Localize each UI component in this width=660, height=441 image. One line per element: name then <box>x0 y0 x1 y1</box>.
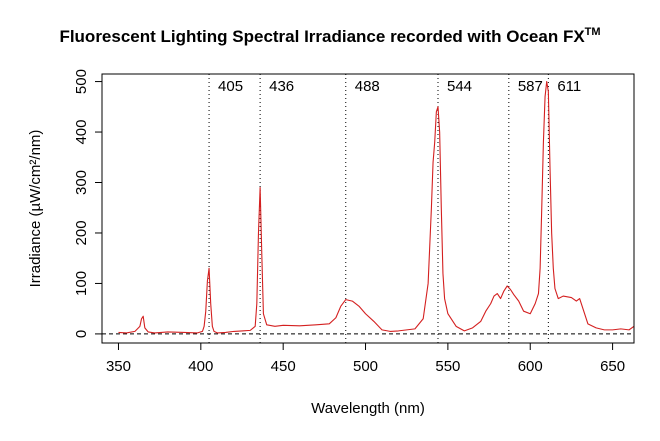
plot-frame <box>101 73 635 344</box>
y-axis-label: Irradiance (µW/cm²/nm) <box>27 130 44 288</box>
series-line-irradiance <box>118 81 635 334</box>
x-tick-label-500: 500 <box>353 358 378 375</box>
y-tick-label-400: 400 <box>73 120 90 145</box>
x-axis-label: Wavelength (nm) <box>311 400 425 417</box>
x-tick-label-350: 350 <box>106 358 131 375</box>
peak-label-611: 611 <box>557 78 581 95</box>
chart-title-superscript: TM <box>585 26 601 38</box>
y-tick-label-200: 200 <box>73 220 90 245</box>
peak-label-405: 405 <box>218 78 243 95</box>
peak-label-587: 587 <box>518 78 543 95</box>
x-axis: 350 400 450 500 550 600 650 <box>106 343 625 375</box>
x-tick-label-450: 450 <box>271 358 296 375</box>
peak-label-488: 488 <box>355 78 380 95</box>
x-tick-label-650: 650 <box>600 358 625 375</box>
chart-title-text: Fluorescent Lighting Spectral Irradiance… <box>59 27 585 46</box>
peak-labels: 405 436 488 544 587 611 <box>218 78 581 95</box>
x-tick-label-400: 400 <box>188 358 213 375</box>
peak-label-436: 436 <box>269 78 294 95</box>
y-tick-label-500: 500 <box>73 69 90 94</box>
x-tick-label-600: 600 <box>518 358 543 375</box>
peak-label-544: 544 <box>447 78 472 95</box>
chart-title: Fluorescent Lighting Spectral Irradiance… <box>59 26 600 46</box>
y-tick-label-100: 100 <box>73 271 90 296</box>
y-tick-label-0: 0 <box>73 330 90 338</box>
y-axis: 0 100 200 300 400 500 <box>73 69 102 338</box>
peak-marker-lines <box>208 74 549 343</box>
x-tick-label-550: 550 <box>435 358 460 375</box>
y-tick-label-300: 300 <box>73 170 90 195</box>
